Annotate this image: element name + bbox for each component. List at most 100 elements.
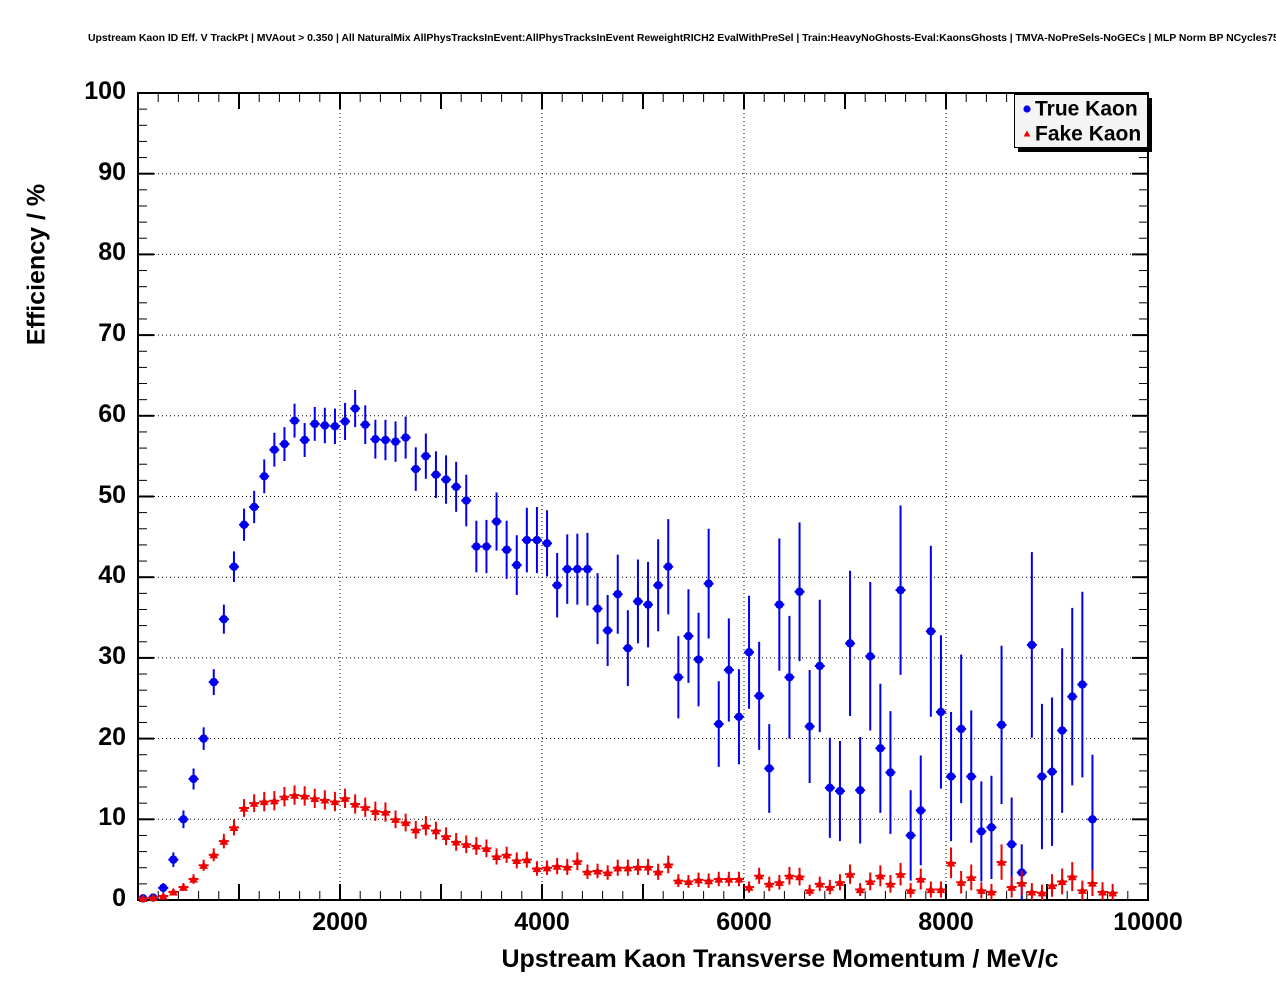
y-tick-label: 100 bbox=[84, 77, 126, 105]
legend: True Kaon Fake Kaon bbox=[1014, 94, 1148, 148]
page-title: Upstream Kaon ID Eff. V TrackPt | MVAout… bbox=[88, 32, 1276, 44]
data-point bbox=[1067, 872, 1077, 881]
data-point bbox=[694, 875, 703, 884]
y-tick-label: 10 bbox=[98, 803, 126, 832]
data-point bbox=[1027, 887, 1037, 896]
data-point bbox=[219, 614, 229, 624]
data-point bbox=[552, 581, 562, 590]
data-point bbox=[744, 882, 754, 891]
data-point bbox=[835, 786, 845, 796]
y-tick-label: 30 bbox=[98, 641, 126, 670]
data-point bbox=[714, 874, 724, 883]
data-point bbox=[987, 823, 996, 832]
data-point bbox=[381, 807, 390, 816]
data-point bbox=[744, 648, 754, 657]
data-point bbox=[168, 887, 178, 896]
data-point bbox=[360, 802, 370, 811]
data-point bbox=[411, 825, 421, 834]
data-point bbox=[855, 786, 865, 795]
data-point bbox=[1037, 888, 1047, 897]
data-point bbox=[482, 542, 491, 551]
data-point bbox=[855, 885, 865, 894]
data-point bbox=[441, 832, 451, 840]
data-point bbox=[563, 564, 572, 574]
data-point bbox=[148, 893, 158, 902]
data-point bbox=[906, 886, 916, 894]
data-point bbox=[280, 792, 289, 801]
data-point bbox=[229, 562, 239, 571]
data-point bbox=[199, 861, 209, 869]
data-point bbox=[219, 836, 229, 845]
data-point bbox=[775, 600, 784, 609]
data-point bbox=[350, 799, 360, 808]
legend-entry-fake-kaon: Fake Kaon bbox=[1019, 121, 1141, 147]
data-point bbox=[845, 869, 855, 878]
data-point bbox=[138, 894, 148, 902]
data-point bbox=[421, 821, 431, 830]
data-point bbox=[633, 862, 643, 871]
data-point bbox=[330, 797, 340, 806]
data-point bbox=[583, 867, 592, 876]
data-point bbox=[1057, 726, 1067, 735]
x-tick-label: 6000 bbox=[716, 908, 772, 936]
data-point bbox=[623, 863, 633, 872]
data-point bbox=[350, 404, 360, 413]
data-point bbox=[158, 891, 168, 900]
data-point bbox=[1007, 840, 1016, 849]
data-point bbox=[532, 535, 542, 545]
data-point bbox=[936, 707, 946, 717]
data-point bbox=[734, 712, 744, 722]
data-point bbox=[774, 878, 784, 886]
data-point bbox=[542, 863, 552, 872]
data-point bbox=[532, 864, 542, 873]
data-point bbox=[1088, 878, 1097, 887]
data-point bbox=[613, 589, 622, 599]
data-point bbox=[865, 877, 875, 886]
data-point bbox=[1017, 878, 1027, 887]
data-point bbox=[785, 871, 794, 880]
circle-marker-icon bbox=[1019, 96, 1035, 122]
data-point bbox=[643, 862, 653, 871]
y-tick-label: 50 bbox=[98, 480, 126, 509]
data-point bbox=[471, 841, 481, 850]
data-point bbox=[371, 435, 380, 444]
y-tick-label: 40 bbox=[98, 561, 126, 590]
y-tick-label: 20 bbox=[98, 722, 126, 751]
legend-entry-true-kaon: True Kaon bbox=[1019, 96, 1138, 122]
data-point bbox=[704, 579, 713, 588]
data-point bbox=[522, 535, 532, 545]
data-point bbox=[724, 665, 734, 675]
data-point bbox=[805, 886, 815, 894]
data-point bbox=[1027, 640, 1037, 650]
data-point bbox=[906, 831, 915, 840]
data-point bbox=[512, 560, 521, 570]
data-point bbox=[1037, 772, 1047, 781]
data-point bbox=[310, 794, 320, 802]
data-point bbox=[936, 885, 946, 894]
data-point bbox=[805, 722, 814, 731]
data-point bbox=[189, 774, 198, 784]
data-point bbox=[603, 868, 613, 877]
data-point bbox=[997, 720, 1006, 730]
data-point bbox=[825, 882, 835, 891]
data-point bbox=[754, 871, 764, 880]
data-point bbox=[482, 844, 491, 852]
data-point bbox=[876, 744, 885, 753]
data-point bbox=[815, 879, 825, 888]
grid-layer bbox=[138, 93, 1149, 900]
data-point bbox=[795, 587, 804, 596]
data-point bbox=[361, 420, 370, 429]
data-point bbox=[1047, 767, 1057, 776]
data-point bbox=[300, 791, 310, 800]
data-point bbox=[320, 421, 330, 430]
data-point bbox=[875, 871, 885, 880]
data-point bbox=[572, 857, 582, 865]
y-tick-label: 90 bbox=[98, 157, 126, 186]
data-point bbox=[916, 874, 926, 883]
data-point bbox=[260, 472, 269, 481]
data-point bbox=[472, 542, 481, 551]
data-point bbox=[391, 815, 400, 823]
data-point bbox=[441, 475, 451, 484]
data-point bbox=[896, 585, 905, 595]
data-point bbox=[512, 856, 522, 865]
